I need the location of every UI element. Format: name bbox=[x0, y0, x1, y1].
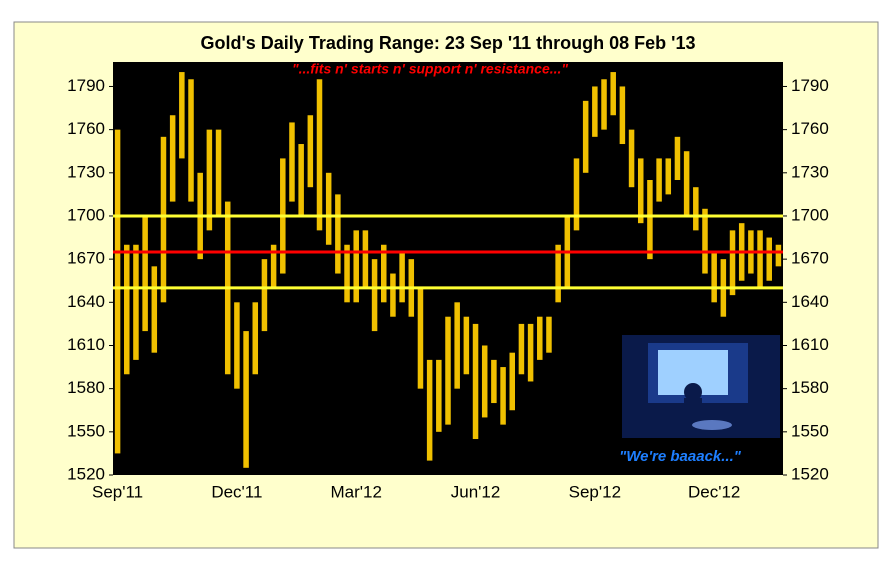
range-bar bbox=[757, 230, 763, 288]
range-bar bbox=[472, 323, 479, 440]
range-bar bbox=[683, 151, 690, 216]
range-bar bbox=[582, 100, 589, 173]
range-bar bbox=[114, 129, 121, 454]
y-tick-label: 1700 bbox=[67, 205, 105, 224]
range-bar bbox=[381, 244, 387, 303]
range-bar bbox=[179, 72, 185, 159]
range-bar bbox=[362, 230, 369, 288]
range-bar bbox=[610, 72, 616, 116]
range-bar bbox=[371, 259, 378, 332]
y-tick-label: 1790 bbox=[67, 76, 105, 95]
range-bar bbox=[307, 115, 314, 188]
range-bar bbox=[711, 251, 717, 303]
range-bar bbox=[702, 208, 708, 274]
range-bar bbox=[151, 266, 158, 353]
range-bar bbox=[417, 287, 424, 389]
range-bar bbox=[500, 367, 506, 425]
y2-tick-label: 1790 bbox=[791, 76, 829, 95]
y2-tick-label: 1580 bbox=[791, 378, 829, 397]
y2-tick-label: 1700 bbox=[791, 205, 829, 224]
y-tick-label: 1760 bbox=[67, 119, 105, 138]
range-bar bbox=[592, 86, 598, 137]
range-bar bbox=[546, 316, 552, 353]
range-bar bbox=[270, 244, 277, 288]
y-tick-label: 1670 bbox=[67, 249, 105, 268]
range-bar bbox=[298, 144, 304, 216]
range-bar bbox=[133, 244, 139, 360]
range-bar bbox=[445, 316, 451, 425]
y-tick-label: 1610 bbox=[67, 335, 105, 354]
range-bar bbox=[215, 129, 222, 216]
range-bar bbox=[481, 345, 488, 418]
range-bar bbox=[169, 115, 176, 202]
range-bar bbox=[206, 129, 213, 231]
range-bar bbox=[124, 244, 130, 375]
range-bar bbox=[693, 187, 699, 231]
range-bar bbox=[353, 230, 359, 303]
y2-tick-label: 1670 bbox=[791, 249, 829, 268]
x-tick-label: Dec'11 bbox=[211, 482, 262, 501]
range-bar bbox=[399, 251, 405, 303]
range-bar bbox=[436, 359, 442, 432]
range-bar bbox=[491, 359, 497, 404]
range-bar bbox=[518, 323, 525, 375]
y2-tick-label: 1760 bbox=[791, 119, 829, 138]
range-bar bbox=[509, 352, 515, 411]
y-tick-label: 1580 bbox=[67, 378, 105, 397]
range-bar bbox=[766, 237, 772, 281]
range-bar bbox=[628, 129, 635, 188]
poster-image bbox=[622, 335, 780, 438]
range-bar bbox=[637, 158, 644, 224]
y2-tick-label: 1640 bbox=[791, 292, 829, 311]
range-bar bbox=[527, 323, 534, 382]
y2-tick-label: 1730 bbox=[791, 162, 829, 181]
subtitle: "...fits n' starts n' support n' resista… bbox=[292, 61, 568, 77]
x-tick-label: Sep'11 bbox=[92, 482, 143, 501]
range-bar bbox=[344, 244, 350, 303]
range-bar bbox=[775, 244, 782, 267]
range-bar bbox=[555, 244, 561, 303]
range-bar bbox=[316, 79, 323, 231]
x-tick-label: Sep'12 bbox=[569, 482, 621, 501]
y-tick-label: 1640 bbox=[67, 292, 105, 311]
range-bar bbox=[261, 259, 268, 332]
range-bar bbox=[325, 172, 332, 245]
range-bar bbox=[252, 302, 259, 375]
chart-title: Gold's Daily Trading Range: 23 Sep '11 t… bbox=[201, 33, 696, 53]
range-bar bbox=[601, 79, 607, 130]
range-bar bbox=[647, 180, 653, 260]
range-bar bbox=[160, 136, 167, 303]
range-bar bbox=[188, 79, 194, 202]
range-bar bbox=[729, 230, 736, 296]
range-bar bbox=[234, 302, 240, 389]
x-tick-label: Mar'12 bbox=[331, 482, 382, 501]
range-bar bbox=[454, 302, 460, 389]
y-tick-label: 1550 bbox=[67, 421, 105, 440]
y2-tick-label: 1520 bbox=[791, 464, 829, 483]
y-tick-label: 1730 bbox=[67, 162, 105, 181]
range-bar bbox=[537, 316, 543, 360]
annotation: "We're baaack..." bbox=[619, 448, 742, 465]
y-tick-label: 1520 bbox=[67, 464, 105, 483]
x-tick-label: Jun'12 bbox=[451, 482, 501, 501]
range-bar bbox=[142, 215, 148, 332]
range-bar bbox=[656, 158, 662, 202]
range-bar bbox=[573, 158, 580, 231]
range-bar bbox=[390, 273, 396, 317]
range-bar bbox=[463, 316, 470, 375]
range-bar bbox=[335, 194, 341, 274]
y2-tick-label: 1550 bbox=[791, 421, 829, 440]
range-bar bbox=[619, 86, 626, 145]
x-tick-label: Dec'12 bbox=[688, 482, 740, 501]
range-bar bbox=[665, 158, 672, 195]
range-bar bbox=[289, 122, 295, 202]
range-bar bbox=[243, 331, 249, 468]
range-bar bbox=[674, 136, 681, 180]
y2-tick-label: 1610 bbox=[791, 335, 829, 354]
range-bar bbox=[426, 359, 433, 461]
